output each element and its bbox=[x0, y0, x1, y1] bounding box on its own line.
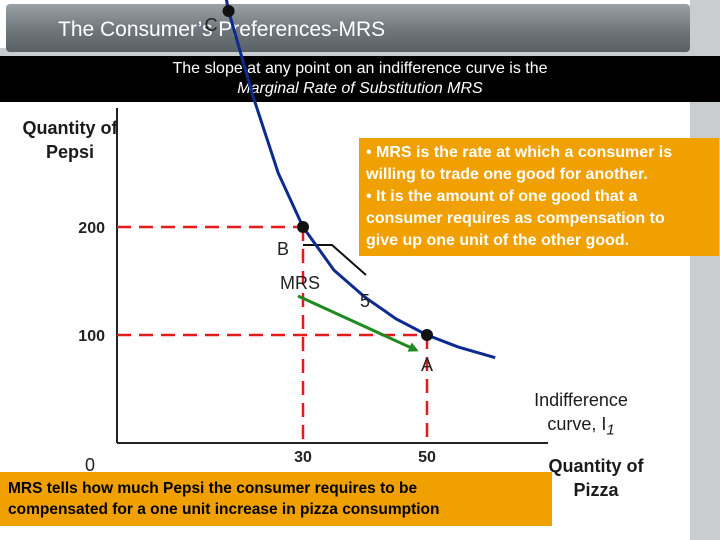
point-c bbox=[222, 5, 235, 17]
x-tick-label-30: 30 bbox=[294, 449, 312, 466]
point-label-a: A bbox=[421, 355, 433, 375]
point-label-b: B bbox=[277, 239, 289, 259]
callout-line-2: willing to trade one good for another. bbox=[366, 166, 648, 183]
y-tick-label-200: 200 bbox=[78, 220, 105, 237]
y-axis-label: Quantity of Pepsi bbox=[22, 118, 118, 162]
explanation-line-2: compensated for a one unit increase in p… bbox=[8, 501, 440, 518]
point-label-c: C bbox=[205, 15, 218, 35]
banner-line-1: The slope at any point on an indifferenc… bbox=[172, 60, 548, 77]
title-bar: The Consumer’s Preferences-MRS bbox=[6, 4, 690, 52]
slope-direction-arrow bbox=[297, 294, 419, 352]
origin-label: 0 bbox=[85, 455, 95, 475]
point-b bbox=[297, 221, 309, 233]
mrs-annotation: MRS bbox=[280, 273, 320, 293]
slope-value: 5 bbox=[360, 291, 370, 311]
indifference-curve-label: Indifference curve, I1 bbox=[520, 388, 642, 443]
callout-line-1: • MRS is the rate at which a consumer is bbox=[366, 144, 673, 161]
explanation-text: MRS tells how much Pepsi the consumer re… bbox=[8, 478, 440, 520]
definition-banner: The slope at any point on an indifferenc… bbox=[0, 56, 720, 102]
callout-line-4: consumer requires as compensation to bbox=[366, 210, 665, 227]
curve-label-text: Indifference curve, I bbox=[534, 390, 628, 434]
callout-line-3: • It is the amount of one good that a bbox=[366, 188, 638, 205]
callout-line-5: give up one unit of the other good. bbox=[366, 232, 630, 249]
banner-line-2: Marginal Rate of Substitution MRS bbox=[237, 80, 483, 97]
y-tick-label-100: 100 bbox=[78, 328, 105, 345]
mrs-definition-callout: • MRS is the rate at which a consumer is… bbox=[359, 138, 719, 256]
slide-title: The Consumer’s Preferences-MRS bbox=[58, 18, 386, 41]
explanation-line-1: MRS tells how much Pepsi the consumer re… bbox=[8, 480, 418, 497]
mrs-explanation-box: MRS tells how much Pepsi the consumer re… bbox=[0, 472, 552, 526]
point-a bbox=[421, 329, 433, 341]
slope-triangle bbox=[303, 244, 367, 276]
x-tick-label-50: 50 bbox=[418, 449, 436, 466]
curve-label-subscript: 1 bbox=[606, 421, 615, 439]
x-axis-label: Quantity of Pizza bbox=[548, 456, 644, 500]
